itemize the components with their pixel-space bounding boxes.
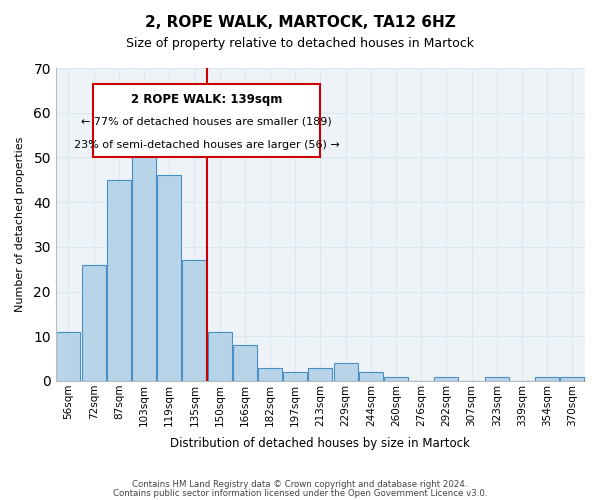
Bar <box>535 376 559 381</box>
Bar <box>107 180 131 381</box>
Bar <box>258 368 282 381</box>
Bar <box>334 363 358 381</box>
Y-axis label: Number of detached properties: Number of detached properties <box>15 137 25 312</box>
Bar <box>208 332 232 381</box>
Bar <box>485 376 509 381</box>
Text: Size of property relative to detached houses in Martock: Size of property relative to detached ho… <box>126 38 474 51</box>
FancyBboxPatch shape <box>93 84 320 157</box>
Bar <box>233 345 257 381</box>
Text: 2 ROPE WALK: 139sqm: 2 ROPE WALK: 139sqm <box>131 93 283 106</box>
Bar <box>182 260 206 381</box>
Bar <box>56 332 80 381</box>
Bar <box>82 264 106 381</box>
Text: 2, ROPE WALK, MARTOCK, TA12 6HZ: 2, ROPE WALK, MARTOCK, TA12 6HZ <box>145 15 455 30</box>
Bar <box>384 376 408 381</box>
Bar <box>560 376 584 381</box>
Text: Contains public sector information licensed under the Open Government Licence v3: Contains public sector information licen… <box>113 490 487 498</box>
Bar <box>434 376 458 381</box>
Bar <box>157 176 181 381</box>
Text: 23% of semi-detached houses are larger (56) →: 23% of semi-detached houses are larger (… <box>74 140 340 150</box>
Text: Contains HM Land Registry data © Crown copyright and database right 2024.: Contains HM Land Registry data © Crown c… <box>132 480 468 489</box>
Bar <box>283 372 307 381</box>
X-axis label: Distribution of detached houses by size in Martock: Distribution of detached houses by size … <box>170 437 470 450</box>
Bar <box>132 130 156 381</box>
Bar <box>359 372 383 381</box>
Bar <box>308 368 332 381</box>
Text: ← 77% of detached houses are smaller (189): ← 77% of detached houses are smaller (18… <box>81 116 332 126</box>
